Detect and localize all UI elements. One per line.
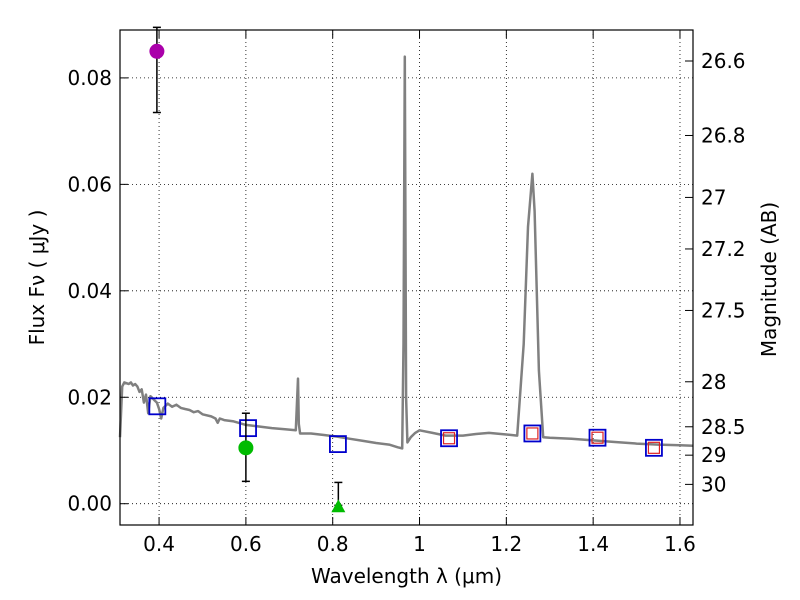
plot-frame — [119, 29, 694, 526]
model-square-marker — [148, 397, 167, 416]
x-tick-label: 1.4 — [577, 532, 609, 556]
model-inner-square-marker — [647, 441, 661, 454]
mag-tick-label: 30 — [701, 472, 726, 496]
sed-model-layer — [118, 55, 694, 450]
y-tick-label: 0.00 — [67, 492, 112, 516]
magnitude-axis-label: Magnitude (AB) — [757, 202, 781, 357]
photometry-layer — [148, 26, 663, 513]
x-tick-label: 0.8 — [317, 532, 349, 556]
model-square-marker — [588, 428, 607, 447]
mag-tick-label: 26.8 — [701, 123, 746, 147]
x-tick-label: 1.6 — [664, 532, 696, 556]
model-square-marker — [440, 429, 458, 448]
mag-tick-label: 27.2 — [701, 237, 746, 261]
x-tick-label: 1 — [413, 532, 426, 556]
model-inner-square-marker — [526, 427, 539, 440]
model-square-marker — [645, 438, 663, 457]
observed-circle-marker — [238, 440, 254, 456]
y-axis-label: Flux Fν ( μJy ) — [25, 210, 49, 346]
x-axis-label: Wavelength λ (μm) — [311, 564, 502, 588]
x-tick-label: 1.2 — [490, 532, 522, 556]
model-inner-square-marker — [442, 432, 456, 445]
mag-tick-label: 29 — [701, 443, 726, 467]
x-tick-label: 0.6 — [230, 532, 262, 556]
mag-tick-label: 27.5 — [701, 298, 746, 322]
model-inner-square-marker — [591, 431, 604, 444]
model-square-marker — [239, 419, 257, 438]
x-tick-label: 0.4 — [143, 532, 175, 556]
y-tick-label: 0.08 — [67, 66, 112, 90]
y-tick-label: 0.02 — [67, 385, 112, 409]
tick-layer: 0.4 0.6 0.8 1 1.2 1.4 1.6 0.00 0.02 0.04 0.06 0.08 2… — [67, 30, 746, 556]
sed-model-line — [118, 55, 694, 450]
y-tick-label: 0.04 — [67, 279, 112, 303]
model-square-marker — [523, 424, 542, 443]
y-tick-label: 0.06 — [67, 172, 112, 196]
mag-tick-label: 26.6 — [701, 49, 746, 73]
mag-tick-label: 28 — [701, 370, 726, 394]
model-square-marker — [329, 435, 347, 453]
mag-tick-label: 28.5 — [701, 415, 746, 439]
observed-circle-marker — [149, 43, 165, 59]
mag-tick-label: 27 — [701, 185, 726, 209]
upper-limit-triangle-marker — [331, 499, 346, 513]
